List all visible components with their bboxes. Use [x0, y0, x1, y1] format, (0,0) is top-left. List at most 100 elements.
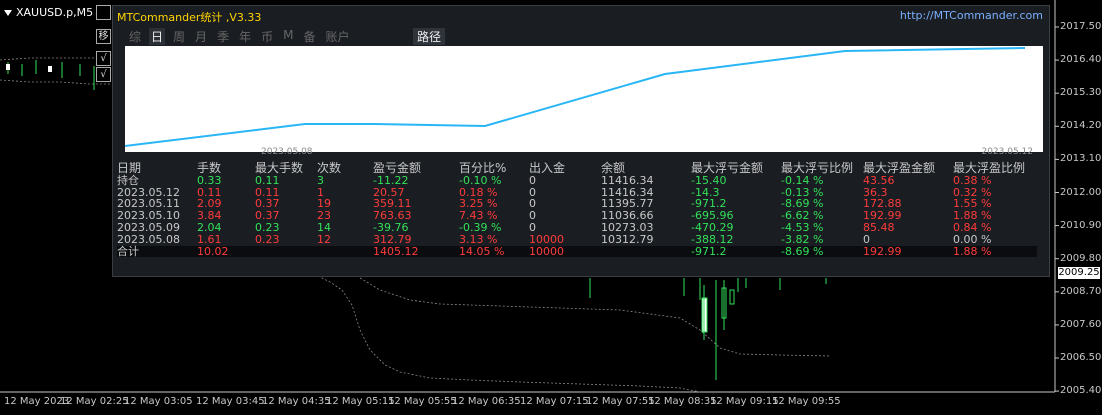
time-tick-label: 12 May 07:15 [520, 396, 589, 407]
table-row: 2023.05.12 0.11 0.11 1 20.57 0.18 % 0 11416.34 -… [117, 185, 1037, 199]
tab-1[interactable]: 日 [149, 28, 166, 45]
cell: 2023.05.12 [117, 185, 180, 199]
cell: -971.2 [691, 197, 727, 211]
tab-8[interactable]: 备 [303, 30, 316, 44]
cell: 出入金 [529, 161, 566, 175]
cell [601, 245, 691, 258]
cell: -971.2 [691, 245, 781, 258]
price-tick-label: 2013.10 [1060, 153, 1102, 165]
cell: 1405.12 [373, 245, 459, 258]
cell: 11395.77 [601, 197, 654, 211]
cell: 1.88 % [953, 245, 1037, 258]
cell: 43.56 [863, 173, 895, 187]
cell: 3.84 [197, 209, 222, 223]
panel-title: MTCommander统计 ,V3.33 [117, 11, 262, 24]
tab-4[interactable]: 季 [217, 30, 230, 44]
check-button-1[interactable]: √ [96, 51, 111, 66]
price-tick-label: 2008.70 [1060, 285, 1102, 297]
website-link[interactable]: http://MTCommander.com [899, 9, 1043, 22]
cell: 359.11 [373, 197, 412, 211]
time-tick-label: 12 May 09:15 [710, 396, 779, 407]
cell: 2023.05.09 [117, 220, 180, 234]
plot-end-date: 2023.05.12 [981, 147, 1033, 157]
price-tick-label: 2015.30 [1060, 87, 1102, 99]
cell: 1.88 % [953, 209, 992, 223]
cell: 0.37 [255, 209, 280, 223]
cell: 1 [317, 185, 324, 199]
cell: -0.10 % [459, 173, 502, 187]
tab-0[interactable]: 综 [129, 30, 142, 44]
cell: -15.40 [691, 173, 727, 187]
price-tick-label: 2017.50 [1060, 21, 1102, 32]
time-tick-label: 12 May 09:55 [772, 396, 841, 407]
cell: -695.96 [691, 209, 734, 223]
cell: 余额 [601, 161, 626, 175]
cell: 10.02 [197, 245, 255, 258]
price-tick-label: 2005.40 [1060, 385, 1102, 397]
cell: 0 [529, 173, 536, 187]
cell: 0.23 [255, 232, 280, 246]
tab-7[interactable]: M [283, 28, 294, 42]
price-tick-marks [1055, 26, 1059, 392]
left-mini-candles [0, 57, 110, 90]
time-tick-label: 12 May 2023 [4, 396, 70, 407]
cell: 23 [317, 209, 331, 223]
cell: 0 [529, 220, 536, 234]
cell: 2023.05.11 [117, 197, 180, 211]
symbol-text: XAUUSD.p,M5 [16, 6, 94, 19]
cell: 11036.66 [601, 209, 654, 223]
cell: 日期 [117, 161, 142, 175]
cell: -6.62 % [781, 209, 824, 223]
tab-6[interactable]: 币 [261, 30, 274, 44]
cell: -470.29 [691, 220, 734, 234]
time-tick-label: 12 May 03:05 [124, 396, 193, 407]
tab-3[interactable]: 月 [195, 30, 208, 44]
cell: -14.3 [691, 185, 720, 199]
price-tick-label: 2014.20 [1060, 120, 1102, 132]
price-tick-label: 2016.40 [1060, 54, 1102, 66]
cell: 0.33 [197, 173, 222, 187]
dropdown-arrow-icon[interactable] [4, 10, 12, 16]
cell: 36.3 [863, 185, 888, 199]
cell: -39.76 [373, 220, 409, 234]
cell: 0 [863, 232, 870, 246]
chart-shift-icon[interactable] [96, 5, 111, 20]
cell: 11416.34 [601, 185, 654, 199]
bollinger-bands [317, 275, 831, 393]
price-tick-label: 2010.90 [1060, 219, 1102, 231]
cell: 盈亏金额 [373, 161, 422, 175]
cell [317, 245, 373, 258]
equity-curve-line [125, 47, 1026, 147]
price-tick-label: 2012.00 [1060, 186, 1102, 198]
cell: -0.13 % [781, 185, 824, 199]
cell: 次数 [317, 161, 342, 175]
tab-2[interactable]: 周 [173, 30, 186, 44]
price-tick-label: 2006.50 [1060, 352, 1102, 363]
cell: 10312.79 [601, 232, 654, 246]
cell: 持仓 [117, 173, 139, 187]
cell: 0.11 [255, 173, 280, 187]
cell: 最大浮盈比例 [953, 161, 1026, 175]
time-tick-label: 12 May 04:35 [262, 396, 331, 407]
cell [255, 245, 317, 258]
cell: -3.82 % [781, 232, 824, 246]
cell: 0.32 % [953, 185, 992, 199]
stats-table: 日期 手数 最大手数 次数 盈亏金额 百分比% 出入金 余额 最大浮亏金额 最大浮亏比例 最大浮盈金… [117, 161, 1037, 258]
cell: 3.13 % [459, 232, 498, 246]
tab-9[interactable]: 账户 [325, 30, 350, 44]
cell: 最大浮亏比例 [781, 161, 854, 175]
check-button-2[interactable]: √ [96, 67, 111, 82]
cell: 2023.05.10 [117, 209, 180, 223]
cell: 10000 [529, 232, 564, 246]
move-button[interactable]: 移 [96, 29, 111, 44]
tab-5[interactable]: 年 [239, 30, 252, 44]
time-tick-label: 12 May 07:55 [586, 396, 655, 407]
plot-start-date: 2023.05.08 [261, 147, 313, 157]
price-tick-label: 2007.60 [1060, 318, 1102, 330]
time-tick-label: 12 May 08:35 [648, 396, 717, 407]
cell: 3.25 % [459, 197, 498, 211]
tab-path[interactable]: 路径 [413, 28, 446, 45]
cell: 最大手数 [255, 161, 304, 175]
symbol-label: XAUUSD.p,M5 [4, 6, 93, 19]
